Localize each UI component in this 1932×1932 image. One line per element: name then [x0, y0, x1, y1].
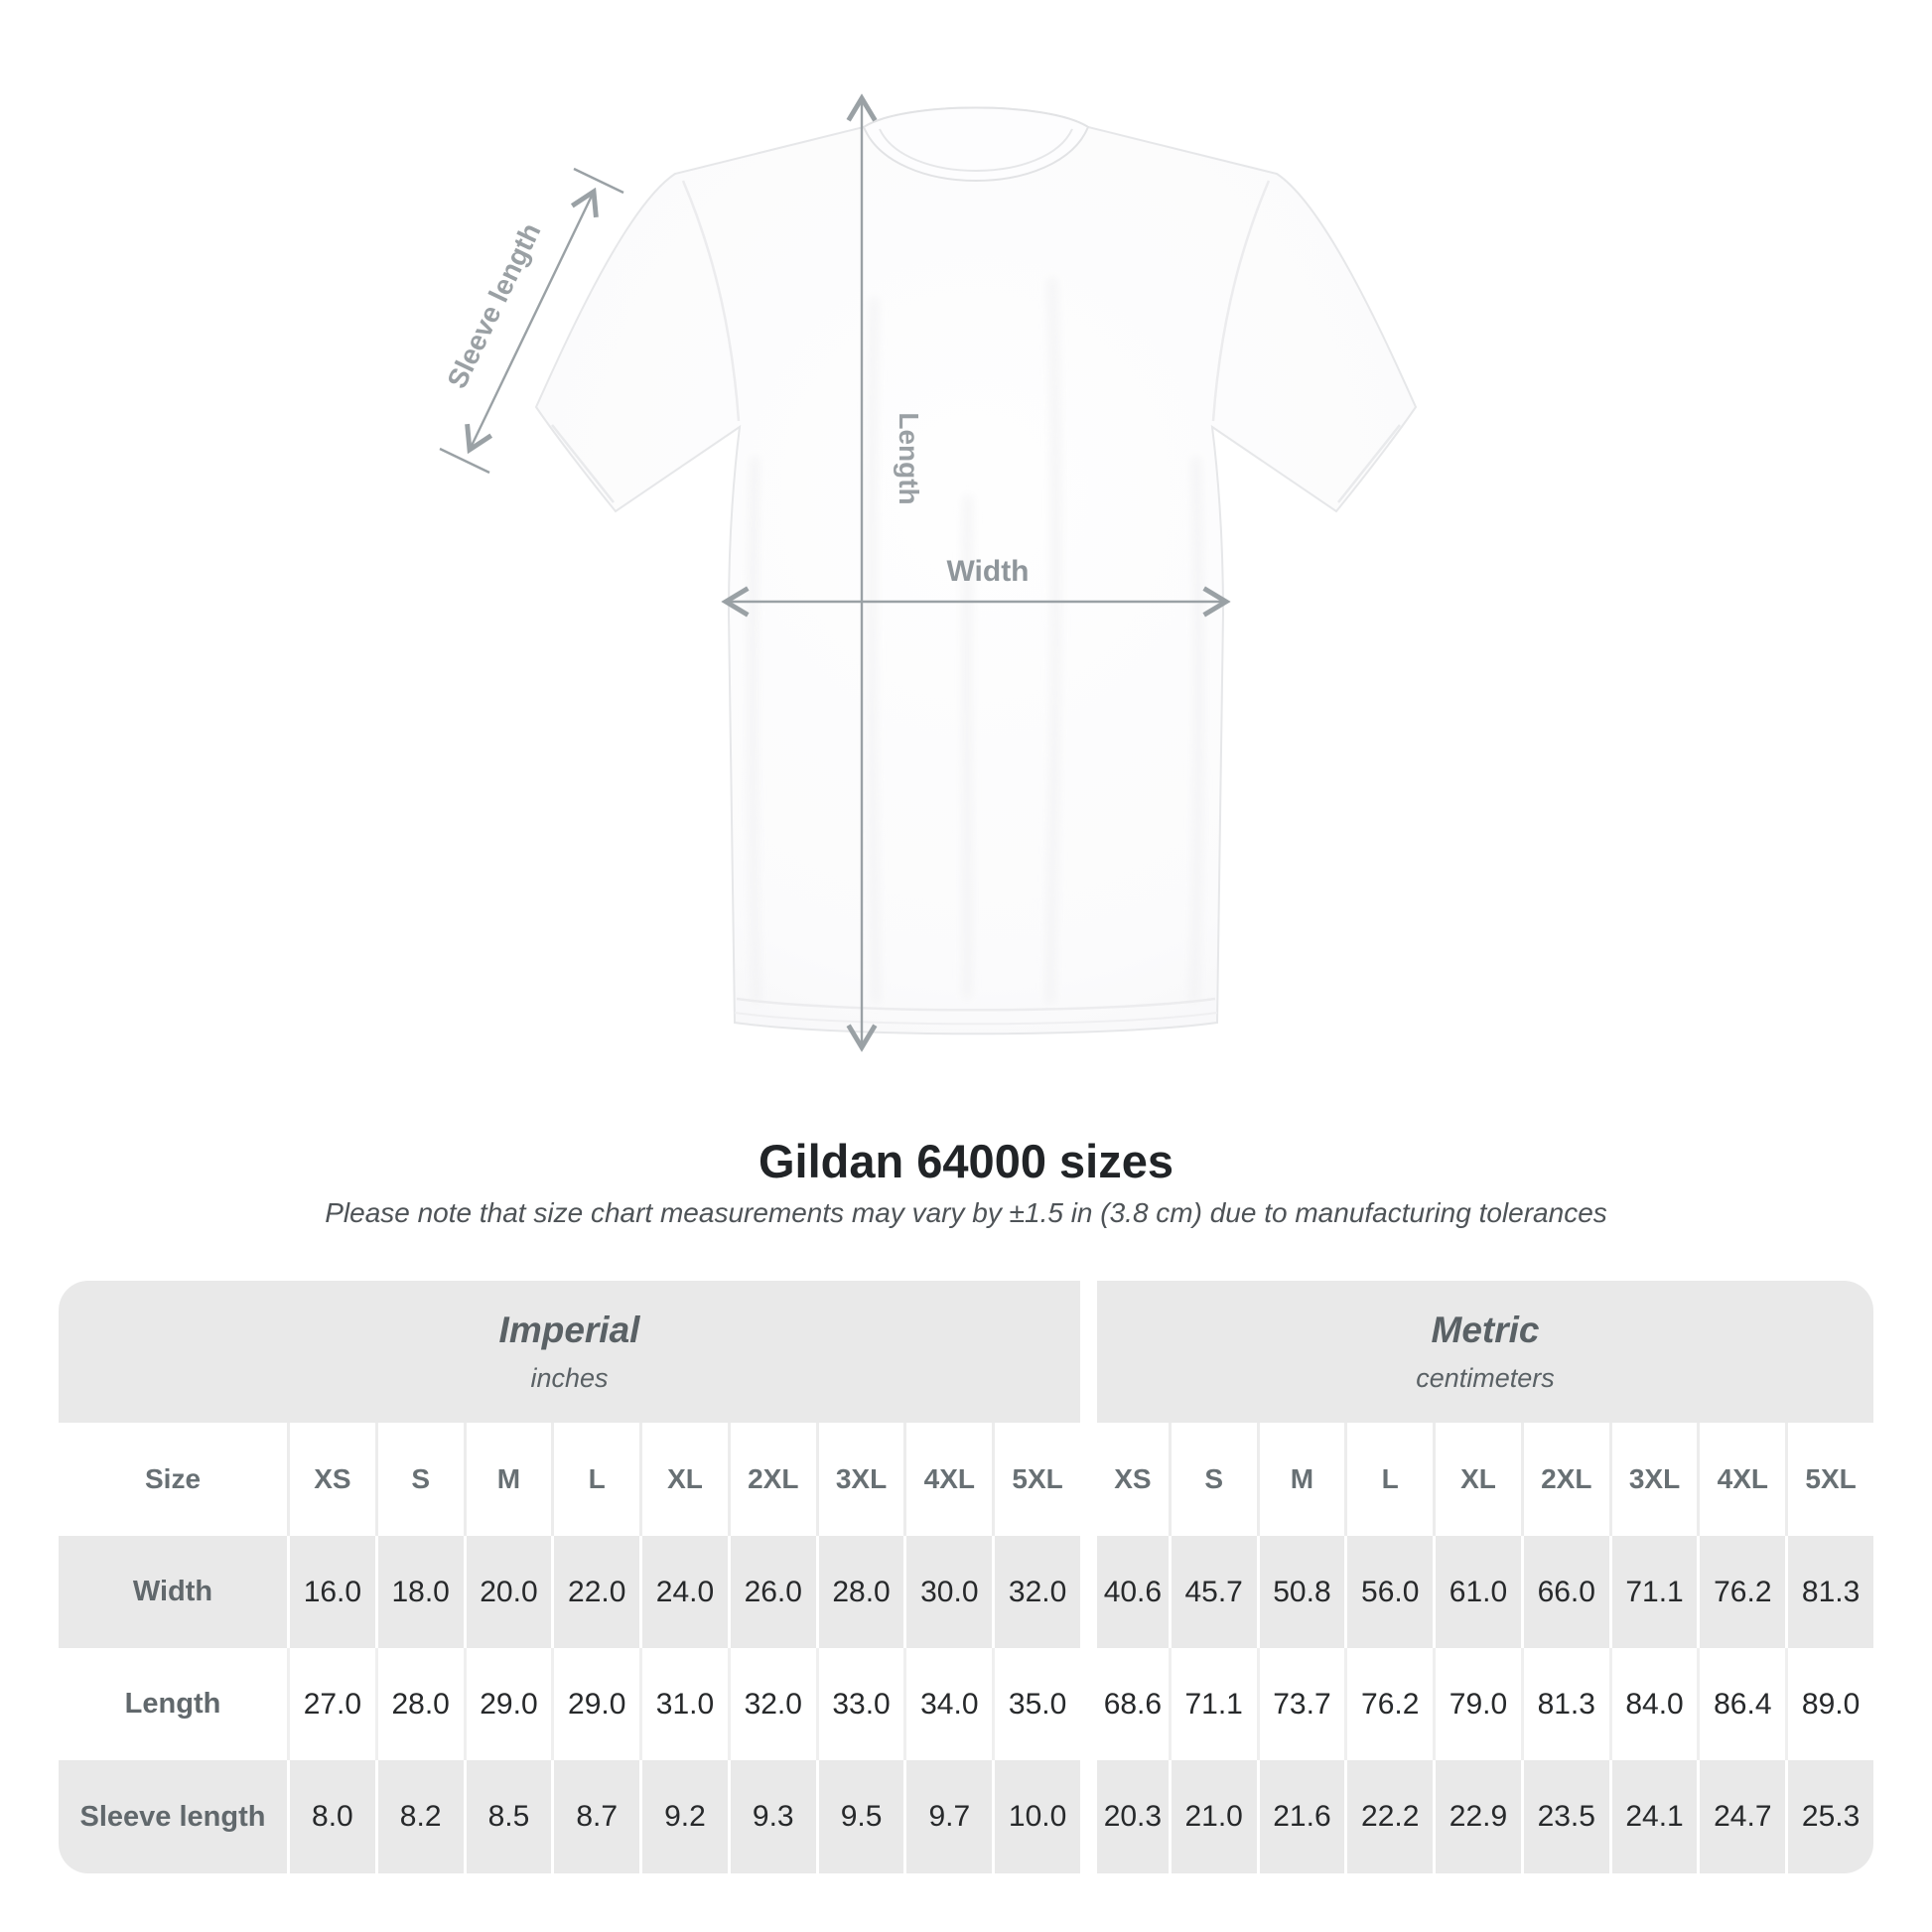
table-cell: 32.0: [727, 1648, 816, 1760]
table-cell: 66.0: [1520, 1536, 1609, 1648]
size-header: 3XL: [1608, 1423, 1698, 1536]
table-cell: 8.0: [287, 1760, 375, 1873]
width-label: Width: [946, 555, 1029, 588]
row-label: Sleeve length: [59, 1760, 287, 1873]
row-label: Width: [59, 1536, 287, 1648]
size-header-row: Size XS S M L XL 2XL 3XL 4XL 5XL XS S M …: [59, 1423, 1873, 1536]
unit-header-row: Imperial inches Metric centimeters: [59, 1281, 1873, 1423]
table-cell: 8.5: [463, 1760, 552, 1873]
metric-unit: centimeters: [1416, 1363, 1555, 1393]
table-cell: 26.0: [727, 1536, 816, 1648]
size-header: 5XL: [992, 1423, 1080, 1536]
table-cell: 34.0: [903, 1648, 993, 1760]
table-cell: 35.0: [992, 1648, 1080, 1760]
sleeve-length-arrow: [439, 167, 624, 475]
table-cell: 22.0: [551, 1536, 640, 1648]
size-header: S: [1168, 1423, 1257, 1536]
table-cell: 20.0: [463, 1536, 552, 1648]
tshirt-graphic: [534, 106, 1418, 1035]
size-header: L: [551, 1423, 640, 1536]
table-cell: 9.3: [727, 1760, 816, 1873]
table-cell: 8.2: [374, 1760, 464, 1873]
size-header: 2XL: [727, 1423, 816, 1536]
imperial-unit: inches: [530, 1363, 609, 1393]
table-cell: 81.3: [1520, 1648, 1609, 1760]
size-header: XS: [287, 1423, 375, 1536]
table-cell: 73.7: [1256, 1648, 1345, 1760]
table-cell: 24.1: [1608, 1760, 1698, 1873]
table-cell: 16.0: [287, 1536, 375, 1648]
size-header: M: [463, 1423, 552, 1536]
size-header: 2XL: [1520, 1423, 1609, 1536]
table-cell: 71.1: [1608, 1536, 1698, 1648]
table-cell: 22.9: [1433, 1760, 1521, 1873]
table-cell: 29.0: [463, 1648, 552, 1760]
table-cell: 30.0: [903, 1536, 993, 1648]
tshirt-measurement-diagram: Sleeve length Length Width: [439, 0, 1418, 1261]
table-cell: 50.8: [1256, 1536, 1345, 1648]
table-cell: 22.2: [1344, 1760, 1434, 1873]
table-cell: 89.0: [1785, 1648, 1873, 1760]
table-cell: 28.0: [815, 1536, 904, 1648]
sleeve-length-label: Sleeve length: [441, 218, 546, 393]
table-cell: 81.3: [1785, 1536, 1873, 1648]
size-header: L: [1344, 1423, 1434, 1536]
table-cell: 76.2: [1344, 1648, 1434, 1760]
metric-header: Metric centimeters: [1080, 1281, 1873, 1423]
table-cell: 32.0: [992, 1536, 1080, 1648]
size-table: Imperial inches Metric centimeters Size …: [59, 1281, 1873, 1873]
table-cell: 61.0: [1433, 1536, 1521, 1648]
page-title: Gildan 64000 sizes: [758, 1135, 1174, 1187]
table-cell: 21.6: [1256, 1760, 1345, 1873]
size-header: S: [374, 1423, 464, 1536]
tolerance-note: Please note that size chart measurements…: [325, 1197, 1607, 1228]
table-cell: 18.0: [374, 1536, 464, 1648]
table-cell: 9.2: [639, 1760, 728, 1873]
table-cell: 79.0: [1433, 1648, 1521, 1760]
table-cell: 40.6: [1080, 1536, 1169, 1648]
size-col-header: Size: [59, 1423, 287, 1536]
size-header: XL: [1433, 1423, 1521, 1536]
imperial-title: Imperial: [498, 1310, 640, 1350]
size-header: 5XL: [1785, 1423, 1873, 1536]
table-cell: 31.0: [639, 1648, 728, 1760]
table-cell: 8.7: [551, 1760, 640, 1873]
table-cell: 84.0: [1608, 1648, 1698, 1760]
size-header: XS: [1080, 1423, 1169, 1536]
table-cell: 76.2: [1697, 1536, 1786, 1648]
table-cell: 27.0: [287, 1648, 375, 1760]
table-row-length: Length 27.0 28.0 29.0 29.0 31.0 32.0 33.…: [59, 1648, 1873, 1760]
table-cell: 24.0: [639, 1536, 728, 1648]
table-cell: 24.7: [1697, 1760, 1786, 1873]
table-cell: 45.7: [1168, 1536, 1257, 1648]
size-header: XL: [639, 1423, 728, 1536]
table-cell: 28.0: [374, 1648, 464, 1760]
row-label: Length: [59, 1648, 287, 1760]
table-cell: 33.0: [815, 1648, 904, 1760]
table-cell: 71.1: [1168, 1648, 1257, 1760]
size-header: 4XL: [1697, 1423, 1786, 1536]
size-header: M: [1256, 1423, 1345, 1536]
table-row-width: Width 16.0 18.0 20.0 22.0 24.0 26.0 28.0…: [59, 1536, 1873, 1648]
table-cell: 86.4: [1697, 1648, 1786, 1760]
table-cell: 25.3: [1785, 1760, 1873, 1873]
table-cell: 29.0: [551, 1648, 640, 1760]
table-cell: 9.7: [903, 1760, 993, 1873]
table-cell: 9.5: [815, 1760, 904, 1873]
table-cell: 21.0: [1168, 1760, 1257, 1873]
table-cell: 68.6: [1080, 1648, 1169, 1760]
table-cell: 23.5: [1520, 1760, 1609, 1873]
length-label: Length: [894, 412, 924, 504]
table-row-sleeve-length: Sleeve length 8.0 8.2 8.5 8.7 9.2 9.3 9.…: [59, 1760, 1873, 1873]
size-header: 3XL: [815, 1423, 904, 1536]
imperial-header: Imperial inches: [59, 1281, 1080, 1423]
table-cell: 20.3: [1080, 1760, 1169, 1873]
metric-title: Metric: [1431, 1310, 1540, 1350]
table-cell: 56.0: [1344, 1536, 1434, 1648]
size-header: 4XL: [903, 1423, 993, 1536]
table-cell: 10.0: [992, 1760, 1080, 1873]
